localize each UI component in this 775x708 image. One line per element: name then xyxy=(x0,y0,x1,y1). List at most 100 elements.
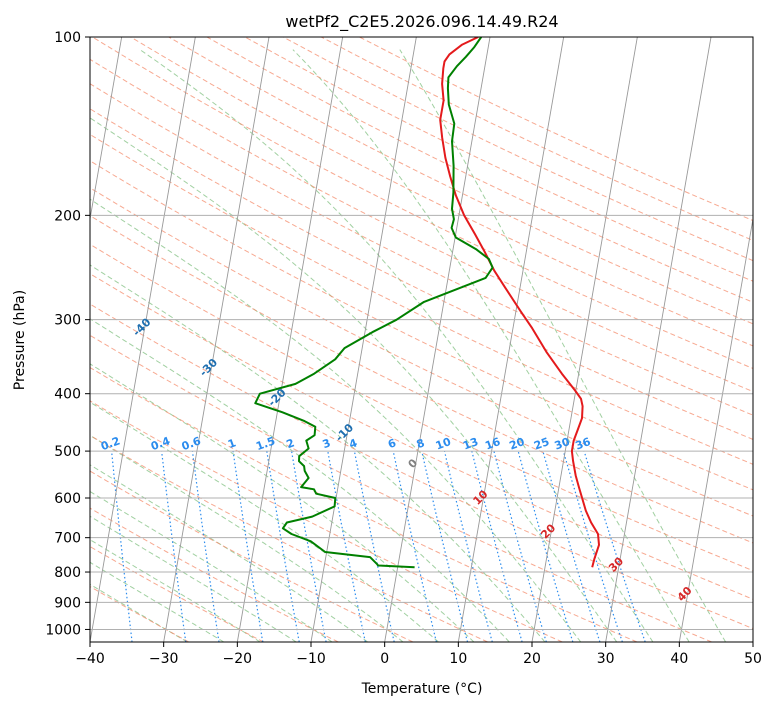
mixing-ratio-label: 4 xyxy=(347,436,359,451)
mixing-ratio-label: 16 xyxy=(483,435,502,453)
isotherm-line xyxy=(236,37,344,642)
moist-adiabat xyxy=(90,539,261,642)
y-tick-label: 700 xyxy=(54,531,81,547)
isotherm-label: -50 xyxy=(66,262,89,285)
moist-adiabat xyxy=(90,561,225,642)
dry-adiabat xyxy=(90,273,753,600)
mixing-ratio-line xyxy=(583,450,646,642)
temperature-line xyxy=(439,37,600,568)
mixing-ratio-line xyxy=(232,451,264,642)
moist-adiabat xyxy=(90,401,439,642)
dry-adiabat xyxy=(90,160,753,491)
dry-adiabat xyxy=(90,303,753,630)
chart-title: wetPf2_C2E5.2026.096.14.49.R24 xyxy=(285,12,558,32)
moist-adiabat xyxy=(292,49,690,642)
mixing-ratio-line xyxy=(493,450,547,642)
mixing-ratio-lines xyxy=(111,450,646,642)
moist-adiabat xyxy=(90,490,333,642)
x-tick-label: 0 xyxy=(380,651,389,667)
mixing-ratio-label: 30 xyxy=(553,435,572,453)
isotherm-line xyxy=(310,37,417,642)
x-tick-label: 50 xyxy=(744,651,762,667)
mixing-ratio-label: 1.5 xyxy=(254,434,277,453)
mixing-ratio-line xyxy=(327,450,366,642)
moist-adiabat xyxy=(139,49,654,642)
dry-adiabat xyxy=(90,545,264,642)
x-tick-label: −20 xyxy=(223,651,253,667)
isotherm-line xyxy=(90,37,196,642)
dry-adiabat xyxy=(90,187,753,517)
dry-adiabat xyxy=(90,334,712,642)
mixing-ratio-label: 2 xyxy=(285,436,297,451)
mixing-ratio-line xyxy=(191,451,220,642)
axis-ticks: −40 −30 −20 −10 0 10 20 30 40 5010020030040050060… xyxy=(45,30,762,667)
dry-adiabat xyxy=(90,243,753,572)
isotherm-label: -60 xyxy=(0,218,23,241)
x-tick-label: −40 xyxy=(75,651,105,667)
mixing-ratio-line xyxy=(517,450,574,642)
dry-adiabat xyxy=(90,400,563,642)
isotherm-line xyxy=(90,37,123,222)
dewpoint-line xyxy=(254,37,494,569)
dry-adiabat xyxy=(90,108,753,440)
y-axis-title: Pressure (hPa) xyxy=(12,290,28,390)
moist-adiabats xyxy=(90,49,727,642)
mixing-ratio-label: 10 xyxy=(434,435,453,453)
moist-adiabat xyxy=(90,363,475,642)
isotherm-line xyxy=(163,37,270,642)
dry-adiabat xyxy=(130,37,753,347)
mixing-ratio-line xyxy=(161,451,187,642)
plot-background xyxy=(90,37,753,642)
x-tick-label: 10 xyxy=(449,651,467,667)
moist-adiabat xyxy=(90,117,618,642)
y-tick-label: 600 xyxy=(54,491,81,507)
moist-adiabat xyxy=(90,318,510,642)
mixing-ratio-line xyxy=(542,450,601,642)
moist-adiabat xyxy=(90,583,188,642)
mixing-ratio-label: 1 xyxy=(226,436,238,451)
isotherm-line xyxy=(678,216,753,642)
mixing-ratio-label: 0.4 xyxy=(149,434,172,453)
mixing-ratio-label: 0.6 xyxy=(180,434,203,453)
dry-adiabat xyxy=(90,367,638,642)
x-tick-label: 20 xyxy=(523,651,541,667)
isotherm-line xyxy=(384,37,491,642)
mixing-ratio-label: 0.2 xyxy=(99,434,122,453)
x-tick-label: −30 xyxy=(149,651,179,667)
mixing-ratio-line xyxy=(562,450,623,642)
isotherm-line xyxy=(752,639,753,642)
mixing-ratio-line xyxy=(392,450,437,642)
y-tick-label: 200 xyxy=(54,208,81,224)
x-axis-title: Temperature (°C) xyxy=(361,681,483,697)
mixing-ratio-label: 8 xyxy=(415,436,427,451)
y-tick-label: 1000 xyxy=(45,622,81,638)
mixing-ratio-label: 6 xyxy=(386,436,398,451)
isotherm-line xyxy=(531,37,638,642)
x-tick-label: −10 xyxy=(296,651,326,667)
dry-adiabat xyxy=(206,37,753,303)
y-tick-label: 100 xyxy=(54,30,81,46)
mixing-ratio-label: 36 xyxy=(574,435,593,453)
isotherm-line xyxy=(457,37,565,642)
y-tick-label: 400 xyxy=(54,387,81,403)
dry-adiabat xyxy=(90,434,488,642)
mixing-ratio-label: 25 xyxy=(532,435,551,452)
profile-lines xyxy=(254,37,600,569)
x-tick-label: 40 xyxy=(670,651,688,667)
mixing-ratio-labels: 0.1 0.2 0.4 0.6 1 1.5 2 3 4 6 8 10 13 16 20 25 30 36 xyxy=(99,434,593,453)
mixing-ratio-line xyxy=(421,450,469,642)
isotherms xyxy=(90,37,753,642)
dry-adiabat xyxy=(90,507,339,642)
y-tick-label: 500 xyxy=(54,444,81,460)
y-tick-label: 800 xyxy=(54,565,81,581)
dry-adiabat xyxy=(168,37,753,325)
mixing-ratio-line xyxy=(471,450,523,642)
dry-adiabat xyxy=(90,133,753,465)
y-tick-label: 300 xyxy=(54,313,81,329)
mixing-ratio-label: 20 xyxy=(508,435,527,453)
moist-adiabat xyxy=(90,464,368,642)
pressure-gridlines xyxy=(90,37,753,630)
mixing-ratio-label: 13 xyxy=(461,435,480,452)
y-tick-label: 900 xyxy=(54,595,81,611)
moist-adiabat xyxy=(399,49,727,642)
